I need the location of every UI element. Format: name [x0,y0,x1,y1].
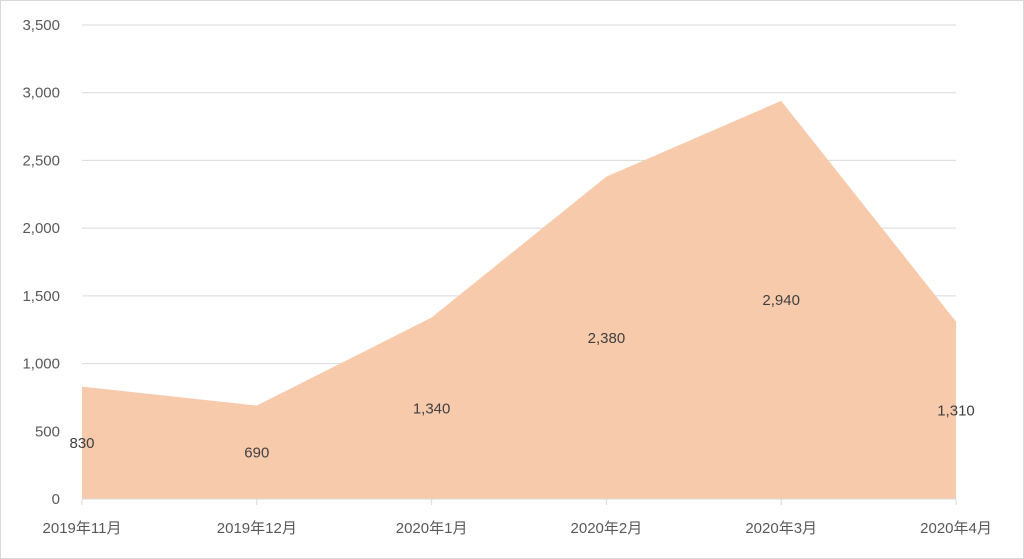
area-layer [82,100,956,499]
area-series [82,100,956,499]
data-label: 2,380 [588,330,626,347]
data-label: 1,340 [413,400,451,417]
y-tick-label: 0 [52,491,60,508]
y-tick-label: 1,000 [22,356,60,373]
data-label: 690 [244,444,269,461]
y-tick-label: 2,500 [22,152,60,169]
axis-layer: 0 500 1,000 1,500 2,000 2,500 3,000 3,500 2019年1… [22,17,991,537]
data-label: 1,310 [937,402,975,419]
x-tick-label: 2020年1月 [396,520,468,537]
data-label: 830 [69,435,94,452]
x-tick-label: 2019年12月 [217,520,297,537]
x-tick-label: 2020年4月 [920,520,992,537]
y-tick-label: 3,000 [22,85,60,102]
x-tick-label: 2020年2月 [571,520,643,537]
x-tick-label: 2020年3月 [745,520,817,537]
data-label: 2,940 [762,292,800,309]
label-layer: 830 690 1,340 2,380 2,940 1,310 [69,292,974,461]
y-tick-label: 3,500 [22,17,60,34]
y-tick-label: 2,000 [22,220,60,237]
y-tick-label: 1,500 [22,288,60,305]
y-tick-label: 500 [35,423,60,440]
x-tick-label: 2019年11月 [43,520,122,537]
